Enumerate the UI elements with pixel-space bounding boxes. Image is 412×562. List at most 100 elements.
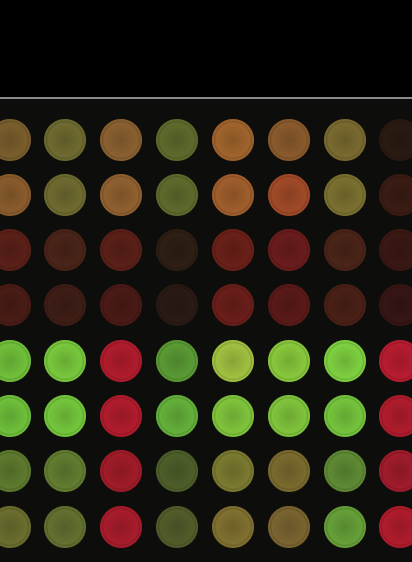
well-rim bbox=[379, 395, 412, 437]
well-shading bbox=[379, 340, 412, 382]
well-rim bbox=[100, 174, 142, 216]
well-shading bbox=[156, 450, 198, 492]
well-shading bbox=[0, 284, 31, 326]
well-rim bbox=[268, 395, 310, 437]
well-shading bbox=[0, 229, 31, 271]
well-shading bbox=[379, 506, 412, 548]
well-shading bbox=[212, 229, 254, 271]
well-rim bbox=[100, 395, 142, 437]
well-shading bbox=[100, 229, 142, 271]
well-shading bbox=[156, 229, 198, 271]
plate bbox=[0, 99, 412, 562]
well-shading bbox=[156, 174, 198, 216]
well-shading bbox=[379, 119, 412, 161]
well-shading bbox=[324, 506, 366, 548]
well-rim bbox=[44, 450, 86, 492]
well-shading bbox=[44, 450, 86, 492]
well-shading bbox=[379, 450, 412, 492]
well-rim bbox=[212, 119, 254, 161]
well-shading bbox=[44, 229, 86, 271]
well-shading bbox=[156, 284, 198, 326]
well-shading bbox=[0, 119, 31, 161]
well-shading bbox=[100, 450, 142, 492]
well-rim bbox=[212, 174, 254, 216]
well-shading bbox=[156, 119, 198, 161]
well-shading bbox=[324, 450, 366, 492]
well-rim bbox=[44, 119, 86, 161]
well-rim bbox=[100, 284, 142, 326]
well-rim bbox=[268, 229, 310, 271]
well-rim bbox=[100, 229, 142, 271]
well-shading bbox=[268, 174, 310, 216]
wells bbox=[0, 119, 412, 548]
well-shading bbox=[268, 229, 310, 271]
well-rim bbox=[212, 229, 254, 271]
well-rim bbox=[379, 340, 412, 382]
well-rim bbox=[156, 506, 198, 548]
well-rim bbox=[156, 450, 198, 492]
well-rim bbox=[268, 340, 310, 382]
well-shading bbox=[379, 284, 412, 326]
well-rim bbox=[0, 450, 31, 492]
well-rim bbox=[44, 395, 86, 437]
well-shading bbox=[324, 174, 366, 216]
well-shading bbox=[100, 506, 142, 548]
well-rim bbox=[0, 340, 31, 382]
well-shading bbox=[268, 395, 310, 437]
well-shading bbox=[44, 395, 86, 437]
well-shading bbox=[44, 340, 86, 382]
well-rim bbox=[379, 174, 412, 216]
well-rim bbox=[100, 119, 142, 161]
well-shading bbox=[44, 284, 86, 326]
well-shading bbox=[268, 340, 310, 382]
well-rim bbox=[156, 119, 198, 161]
well-shading bbox=[324, 229, 366, 271]
well-shading bbox=[324, 340, 366, 382]
well-shading bbox=[100, 119, 142, 161]
well-rim bbox=[212, 506, 254, 548]
well-rim bbox=[212, 340, 254, 382]
well-shading bbox=[324, 395, 366, 437]
well-shading bbox=[268, 506, 310, 548]
well-shading bbox=[100, 395, 142, 437]
well-rim bbox=[156, 284, 198, 326]
well-rim bbox=[268, 506, 310, 548]
well-shading bbox=[0, 450, 31, 492]
well-rim bbox=[44, 506, 86, 548]
well-rim bbox=[44, 174, 86, 216]
well-rim bbox=[324, 450, 366, 492]
well-rim bbox=[268, 450, 310, 492]
well-shading bbox=[212, 119, 254, 161]
well-shading bbox=[212, 395, 254, 437]
well-rim bbox=[324, 395, 366, 437]
well-rim bbox=[324, 229, 366, 271]
well-shading bbox=[324, 284, 366, 326]
well-rim bbox=[268, 119, 310, 161]
well-shading bbox=[0, 506, 31, 548]
well-shading bbox=[379, 395, 412, 437]
well-rim bbox=[268, 284, 310, 326]
well-shading bbox=[100, 174, 142, 216]
well-rim bbox=[379, 506, 412, 548]
well-rim bbox=[212, 284, 254, 326]
well-rim bbox=[44, 284, 86, 326]
well-shading bbox=[212, 506, 254, 548]
well-rim bbox=[0, 284, 31, 326]
well-shading bbox=[268, 450, 310, 492]
well-shading bbox=[268, 284, 310, 326]
well-shading bbox=[156, 395, 198, 437]
well-rim bbox=[156, 174, 198, 216]
well-shading bbox=[212, 174, 254, 216]
well-shading bbox=[0, 174, 31, 216]
well-shading bbox=[268, 119, 310, 161]
well-rim bbox=[379, 450, 412, 492]
well-shading bbox=[100, 340, 142, 382]
well-shading bbox=[212, 340, 254, 382]
well-shading bbox=[324, 119, 366, 161]
well-shading bbox=[379, 174, 412, 216]
divider bbox=[0, 97, 412, 99]
well-rim bbox=[379, 284, 412, 326]
well-shading bbox=[44, 119, 86, 161]
well-rim bbox=[212, 450, 254, 492]
